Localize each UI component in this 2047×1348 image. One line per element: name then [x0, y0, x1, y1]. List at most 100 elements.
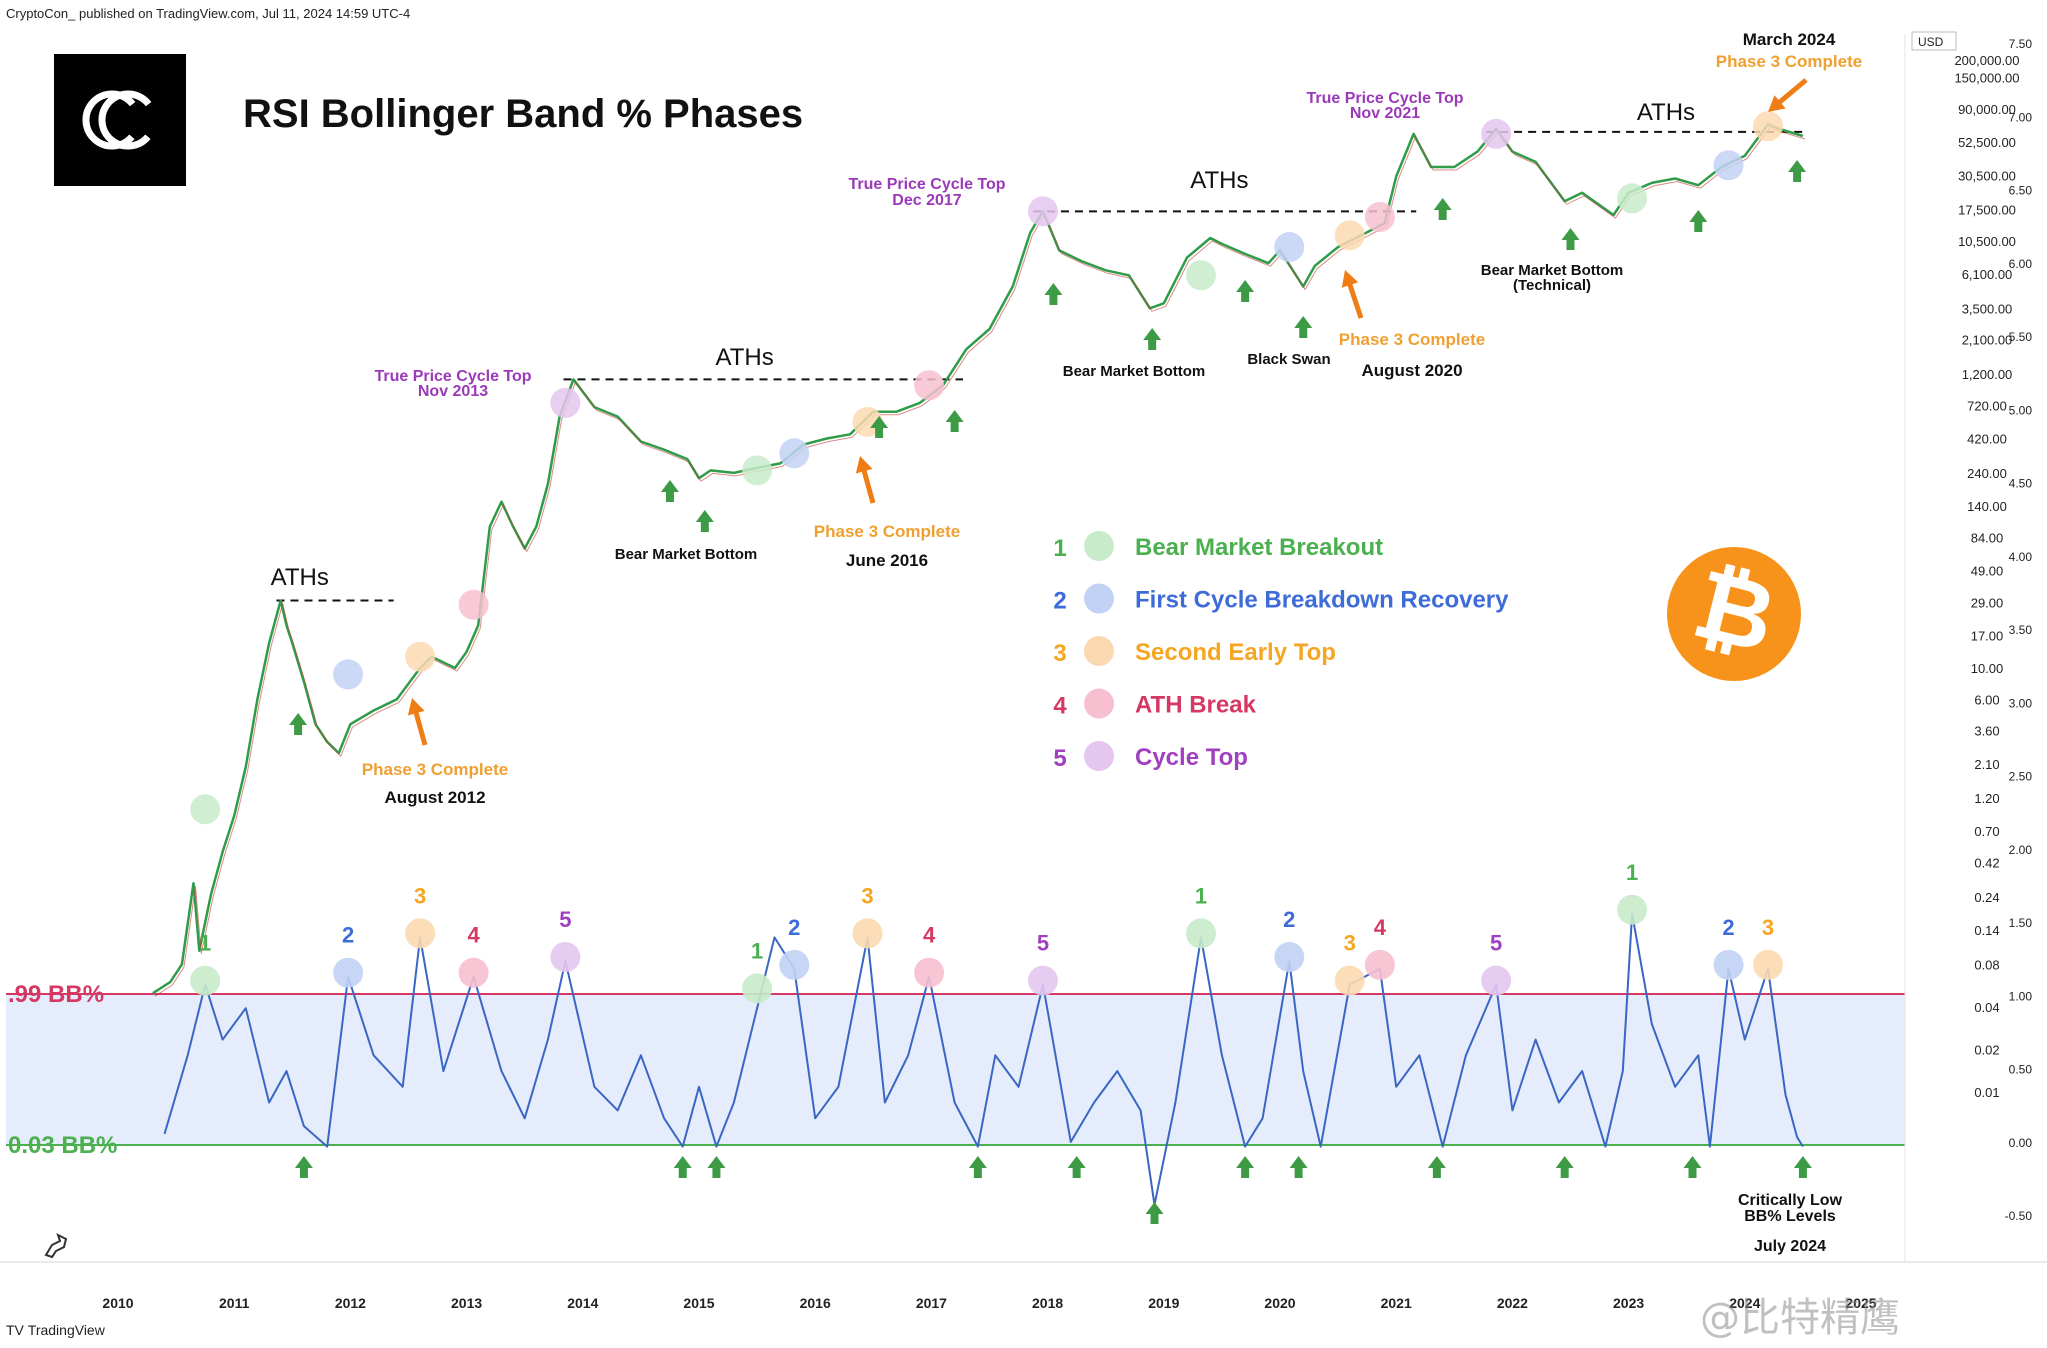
price-phase-marker: [458, 589, 489, 620]
price-tick-label: 3.60: [1974, 724, 1999, 739]
price-tick-label: 0.14: [1974, 923, 1999, 938]
legend-swatch: [1084, 741, 1114, 771]
currency-box: [1911, 31, 1957, 51]
phase3-orange-arrow: [407, 698, 425, 716]
price-buy-arrow: [660, 480, 679, 502]
price-tick-label: 720.00: [1967, 398, 2007, 413]
price-tick-label: 1,200.00: [1962, 367, 2013, 382]
rsi-buy-arrow: [1236, 1156, 1255, 1178]
rsi-buy-arrow: [1793, 1156, 1812, 1178]
price-tick-label: 10.00: [1971, 661, 2004, 676]
rsi-phase-number: 4: [1374, 915, 1387, 940]
phase3-label: Phase 3 Complete: [362, 760, 508, 779]
rsi-buy-arrow: [1555, 1156, 1574, 1178]
legend-label: Second Early Top: [1135, 639, 1336, 666]
bb-band-fill: [6, 994, 1905, 1145]
price-tick-label: 0.08: [1974, 957, 1999, 972]
rsi-buy-arrow: [1683, 1156, 1702, 1178]
price-phase-marker: [742, 455, 773, 486]
legend-label: Bear Market Breakout: [1135, 534, 1383, 561]
rsi-phase-marker: [914, 957, 945, 988]
price-phase-marker: [550, 387, 581, 418]
rsi-buy-arrow: [673, 1156, 692, 1178]
price-buy-arrow: [1433, 198, 1452, 220]
bitcoin-icon: ₿: [1667, 547, 1801, 681]
aths-label: ATHs: [715, 344, 773, 371]
critical-date: July 2024: [1754, 1238, 1826, 1255]
phase3-label: Phase 3 Complete: [814, 522, 960, 541]
price-tick-label: 2.10: [1974, 757, 1999, 772]
price-phase-marker: [914, 370, 945, 401]
rsi-tick-label: 7.00: [2009, 110, 2033, 124]
rsi-phase-number: 3: [861, 883, 873, 908]
rsi-phase-number: 1: [751, 938, 763, 963]
year-tick-label: 2013: [451, 1295, 482, 1311]
rsi-tick-label: 5.00: [2009, 403, 2033, 417]
year-tick-label: 2015: [683, 1295, 714, 1311]
rsi-tick-label: 5.50: [2009, 330, 2033, 344]
rsi-buy-arrow: [1067, 1156, 1086, 1178]
rsi-tick-label: 0.00: [2009, 1136, 2033, 1150]
rsi-phase-number: 2: [1722, 915, 1734, 940]
rsi-phase-number: 5: [1490, 931, 1502, 956]
year-tick-label: 2020: [1264, 1295, 1295, 1311]
aths-label: ATHs: [1637, 99, 1695, 126]
price-buy-arrow: [289, 713, 308, 735]
bear-market-bottom-sublabel: (Technical): [1513, 277, 1591, 294]
tradingview-footer: TV TradingView: [6, 1322, 105, 1338]
price-buy-arrow: [695, 510, 714, 532]
weibo-watermark: @比特精鹰: [1700, 1295, 1900, 1341]
phase3-orange-arrow: [412, 708, 428, 746]
legend-number: 1: [1053, 535, 1066, 562]
rsi-phase-marker: [1185, 918, 1216, 949]
phase3-date: August 2020: [1361, 361, 1462, 380]
price-buy-arrow: [660, 480, 679, 502]
rsi-buy-arrow: [1145, 1202, 1164, 1224]
rsi-tick-label: 4.50: [2009, 477, 2033, 491]
bear-market-bottom-label: Bear Market Bottom: [1063, 363, 1206, 380]
year-tick-label: 2017: [916, 1295, 947, 1311]
rsi-phase-marker: [852, 918, 883, 949]
year-tick-label: 2011: [219, 1295, 250, 1311]
rsi-buy-arrow: [1555, 1156, 1574, 1178]
price-phase-marker: [1274, 232, 1305, 263]
price-tick-label: 30,500.00: [1958, 168, 2016, 183]
price-buy-arrow: [1236, 280, 1255, 302]
price-tick-label: 0.24: [1974, 890, 1999, 905]
phase3-orange-arrow: [860, 466, 876, 504]
cycle-top-date: Nov 2021: [1350, 105, 1420, 122]
rsi-phase-number: 1: [1195, 883, 1207, 908]
phase3-orange-arrow: [1768, 95, 1786, 112]
phase3-orange-arrow: [407, 698, 428, 746]
price-tick-label: 52,500.00: [1958, 135, 2016, 150]
rsi-tick-label: 2.50: [2009, 770, 2033, 784]
rsi-buy-arrow: [707, 1156, 726, 1178]
year-tick-label: 2016: [800, 1295, 831, 1311]
cycle-top-label: True Price Cycle Top: [374, 368, 531, 385]
price-tick-label: 150,000.00: [1954, 71, 2019, 86]
rsi-phase-number: 1: [199, 931, 211, 956]
rsi-phase-marker: [333, 957, 364, 988]
rsi-buy-arrow: [707, 1156, 726, 1178]
legend-number: 2: [1053, 588, 1066, 615]
currency-label: USD: [1918, 35, 1944, 49]
price-buy-arrow: [870, 416, 889, 438]
price-buy-arrow: [289, 713, 308, 735]
price-tick-label: 29.00: [1971, 596, 2004, 611]
rsi-phase-marker: [742, 973, 773, 1004]
legend-number: 4: [1053, 693, 1067, 720]
legend-label: First Cycle Breakdown Recovery: [1135, 587, 1509, 614]
price-buy-arrow: [1143, 328, 1162, 350]
price-phase-marker: [1481, 118, 1512, 149]
legend-label: Cycle Top: [1135, 744, 1248, 771]
lower-bb-label: 0.03 BB%: [8, 1132, 117, 1159]
price-buy-arrow: [1433, 198, 1452, 220]
phase3-orange-arrow: [1341, 270, 1359, 288]
phase3-label: Phase 3 Complete: [1716, 52, 1862, 71]
price-buy-arrow: [1044, 283, 1063, 305]
price-buy-arrow: [1689, 210, 1708, 232]
phase3-label: Phase 3 Complete: [1339, 330, 1485, 349]
aths-label: ATHs: [1190, 167, 1248, 194]
published-header: CryptoCon_ published on TradingView.com,…: [6, 6, 411, 21]
